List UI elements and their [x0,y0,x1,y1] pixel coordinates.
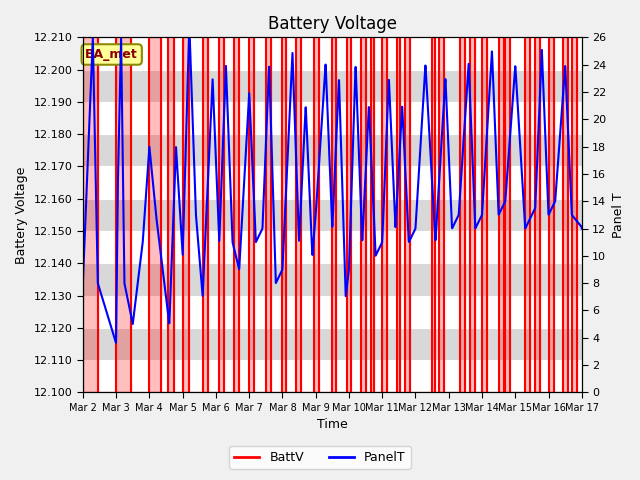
Bar [83,360,582,393]
Bar [83,328,582,360]
Bar [83,296,582,328]
Text: BA_met: BA_met [85,48,138,61]
Y-axis label: Battery Voltage: Battery Voltage [15,166,28,264]
Bar [83,167,582,199]
Title: Battery Voltage: Battery Voltage [268,15,397,33]
Legend: BattV, PanelT: BattV, PanelT [229,446,411,469]
Bar [83,102,582,134]
Bar [83,199,582,231]
Bar [83,231,582,264]
Bar [83,134,582,167]
Bar [83,37,582,70]
Bar [83,70,582,102]
Bar [83,264,582,296]
Y-axis label: Panel T: Panel T [612,192,625,238]
X-axis label: Time: Time [317,419,348,432]
